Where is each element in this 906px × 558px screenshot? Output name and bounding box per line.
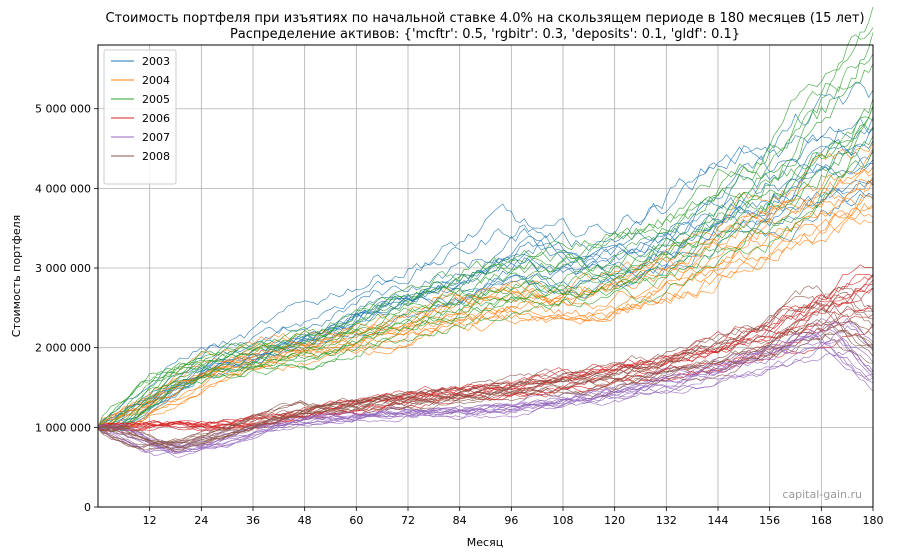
x-tick-label: 132 <box>656 514 677 527</box>
series-line-2003 <box>97 158 874 428</box>
y-tick-label: 3 000 000 <box>35 262 91 275</box>
series-line-2003 <box>98 117 874 430</box>
x-tick-label: 72 <box>401 514 415 527</box>
series-line-2008 <box>97 305 874 448</box>
y-axis-label: Стоимость портфеля <box>10 215 23 338</box>
y-tick-label: 4 000 000 <box>35 182 91 195</box>
series-line-2004 <box>97 176 874 430</box>
legend-entry: 2003 <box>142 55 170 68</box>
x-axis-label: Месяц <box>467 536 503 549</box>
series-line-2005 <box>97 149 874 430</box>
chart-title: Стоимость портфеля при изъятиях по начал… <box>105 11 864 26</box>
x-tick-label: 120 <box>604 514 625 527</box>
series-line-2005 <box>97 105 874 430</box>
x-tick-label: 12 <box>143 514 157 527</box>
x-tick-label: 108 <box>553 514 574 527</box>
legend-box <box>103 49 177 185</box>
series-line-2005 <box>97 63 874 429</box>
x-tick-label: 96 <box>504 514 518 527</box>
series-line-2007 <box>97 325 874 454</box>
series-line-2005 <box>97 6 874 430</box>
series-line-2007 <box>97 321 874 455</box>
y-tick-label: 0 <box>84 501 91 514</box>
x-tick-label: 48 <box>298 514 312 527</box>
series-2003 <box>97 82 874 432</box>
series-line-2008 <box>97 296 874 451</box>
series-line-2004 <box>97 166 874 430</box>
series-line-2005 <box>97 32 874 432</box>
series-line-2007 <box>97 338 874 450</box>
series-line-2005 <box>97 27 874 429</box>
series-line-2004 <box>97 210 874 431</box>
series-line-2006 <box>97 307 874 432</box>
x-tick-label: 180 <box>863 514 884 527</box>
legend-entry: 2004 <box>142 74 170 87</box>
legend-entry: 2007 <box>142 131 170 144</box>
series-line-2005 <box>97 98 874 429</box>
series-line-2004 <box>97 180 874 427</box>
grid <box>98 45 874 508</box>
watermark: capital-gain.ru <box>782 488 862 501</box>
series-line-2005 <box>97 105 874 430</box>
series-line-2007 <box>97 317 874 458</box>
x-tick-label: 168 <box>811 514 832 527</box>
legend-entry: 2005 <box>142 93 170 106</box>
x-tick-label: 156 <box>759 514 780 527</box>
series-line-2005 <box>97 135 874 432</box>
series-line-2007 <box>97 350 874 449</box>
series-line-2004 <box>97 203 874 430</box>
x-tick-label: 144 <box>708 514 729 527</box>
x-tick-label: 84 <box>453 514 467 527</box>
series-line-2008 <box>97 296 874 450</box>
series-2008 <box>97 285 874 453</box>
series-line-2005 <box>97 53 874 429</box>
x-ticks: 12 24 36 48 60 72 84 96 108 120 132 144 156 168 180 <box>143 507 884 527</box>
series-line-2008 <box>97 285 874 451</box>
y-tick-label: 5 000 000 <box>35 103 91 116</box>
y-ticks: 0 1 000 000 2 000 000 3 000 000 4 000 000 5 0… <box>35 103 98 514</box>
y-tick-label: 1 000 000 <box>35 421 91 434</box>
series-line-2007 <box>97 339 874 453</box>
series-line-2008 <box>97 287 874 449</box>
series-line-2008 <box>97 292 874 453</box>
series-line-2005 <box>97 116 874 430</box>
plot-frame <box>97 44 874 508</box>
series-lines <box>97 6 874 458</box>
series-line-2006 <box>97 283 874 430</box>
x-tick-label: 36 <box>246 514 260 527</box>
series-line-2008 <box>97 306 874 448</box>
series-line-2006 <box>97 264 874 432</box>
x-tick-label: 24 <box>194 514 208 527</box>
legend-entry: 2006 <box>142 112 170 125</box>
series-line-2008 <box>97 319 874 446</box>
series-line-2003 <box>97 116 874 429</box>
legend-entry: 2008 <box>142 150 170 163</box>
series-line-2004 <box>97 148 874 427</box>
y-tick-label: 2 000 000 <box>35 342 91 355</box>
chart-subtitle: Распределение активов: {'mcftr': 0.5, 'r… <box>230 27 740 42</box>
legend: 2003 2004 2005 2006 2007 2008 <box>103 49 177 185</box>
x-tick-label: 60 <box>349 514 363 527</box>
series-line-2003 <box>97 180 874 430</box>
series-line-2005 <box>97 124 874 432</box>
series-line-2003 <box>97 178 874 428</box>
series-line-2007 <box>97 329 874 449</box>
series-2005 <box>97 6 874 432</box>
series-line-2003 <box>97 140 874 430</box>
